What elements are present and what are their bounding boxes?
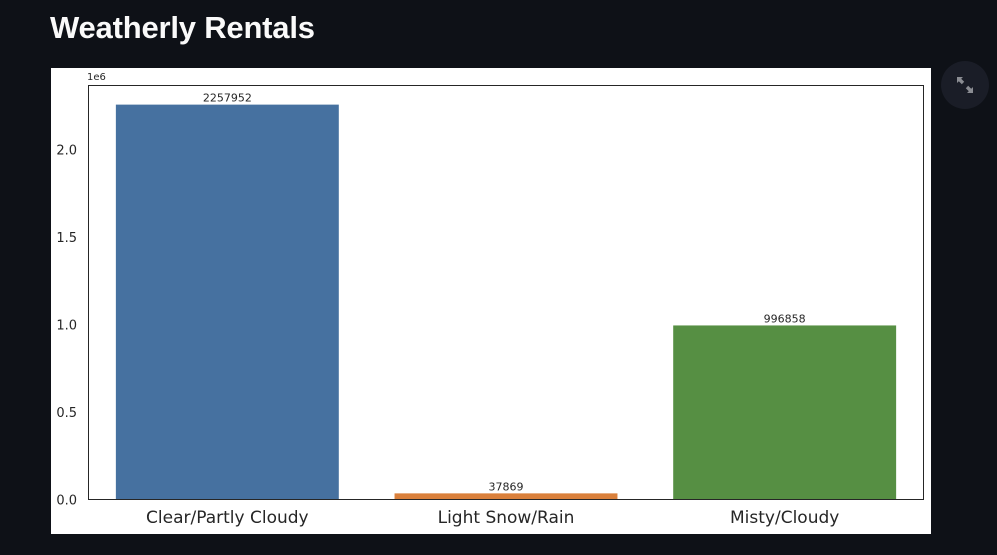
- y-tick-label: 0.0: [56, 494, 77, 509]
- y-tick-label: 2.0: [56, 143, 77, 158]
- bar-labels: 2257952 37869 996858: [203, 92, 806, 494]
- bar: [115, 104, 339, 500]
- bar-chart: 0.0 0.5 1.0 1.5 2.0 2257952 37869 996858 Clear…: [56, 72, 924, 528]
- y-axis: 0.0 0.5 1.0 1.5 2.0: [56, 143, 77, 508]
- page-title: Weatherly Rentals: [50, 10, 315, 45]
- x-tick-label: Light Snow/Rain: [438, 508, 575, 528]
- x-axis: Clear/Partly Cloudy Light Snow/Rain Misty/…: [146, 508, 839, 528]
- fullscreen-button[interactable]: [941, 61, 989, 109]
- chart-container: 0.0 0.5 1.0 1.5 2.0 2257952 37869 996858 Clear…: [51, 68, 931, 534]
- y-tick-label: 1.0: [56, 318, 77, 333]
- y-axis-offset-label: 1e6: [87, 72, 106, 83]
- y-tick-label: 1.5: [56, 231, 77, 246]
- expand-arrows-icon: [957, 77, 973, 93]
- bar: [673, 325, 897, 500]
- bar-value-label: 996858: [764, 312, 806, 325]
- x-tick-label: Clear/Partly Cloudy: [146, 508, 309, 528]
- plot-frame: [88, 85, 924, 500]
- x-tick-label: Misty/Cloudy: [730, 508, 839, 528]
- bars: [115, 104, 897, 500]
- y-tick-label: 0.5: [56, 406, 77, 421]
- bar: [394, 493, 618, 500]
- bar-value-label: 2257952: [203, 92, 252, 105]
- bar-value-label: 37869: [489, 480, 524, 493]
